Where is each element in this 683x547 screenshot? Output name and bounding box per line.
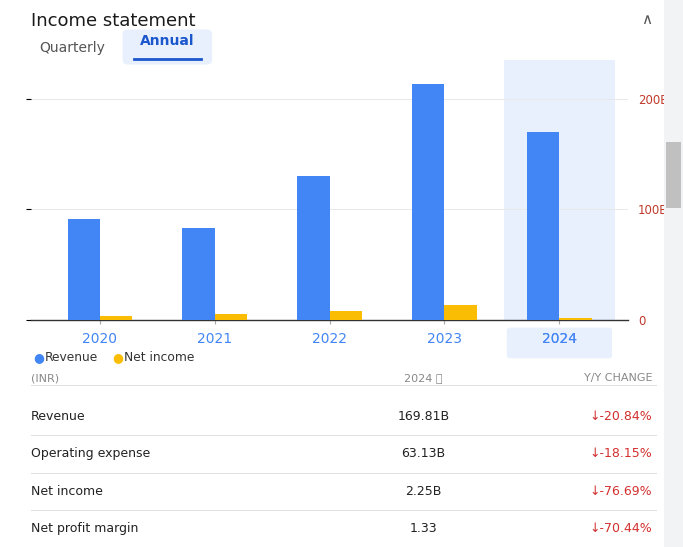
Text: ↓-76.69%: ↓-76.69% bbox=[589, 485, 652, 498]
Text: 1.33: 1.33 bbox=[410, 522, 437, 535]
Bar bbox=[214, 314, 247, 320]
Text: Revenue: Revenue bbox=[44, 351, 98, 364]
Text: 2023: 2023 bbox=[427, 332, 462, 346]
Text: Revenue: Revenue bbox=[31, 410, 85, 423]
Text: ↓-18.15%: ↓-18.15% bbox=[589, 447, 652, 461]
Bar bbox=[445, 305, 477, 320]
Text: 2024 ⓘ: 2024 ⓘ bbox=[404, 373, 443, 383]
Text: 2021: 2021 bbox=[197, 332, 232, 346]
Text: 169.81B: 169.81B bbox=[398, 410, 449, 423]
Text: Net profit margin: Net profit margin bbox=[31, 522, 138, 535]
Bar bbox=[413, 84, 445, 320]
Text: 2020: 2020 bbox=[82, 332, 117, 346]
Text: 2.25B: 2.25B bbox=[405, 485, 442, 498]
Text: Y/Y CHANGE: Y/Y CHANGE bbox=[584, 373, 652, 383]
Bar bbox=[559, 317, 591, 320]
Text: ●: ● bbox=[113, 351, 124, 364]
Text: 63.13B: 63.13B bbox=[402, 447, 445, 461]
Text: ↓-70.44%: ↓-70.44% bbox=[589, 522, 652, 535]
Bar bbox=[527, 132, 559, 320]
Bar bbox=[504, 60, 615, 320]
Text: Operating expense: Operating expense bbox=[31, 447, 150, 461]
Text: ∧: ∧ bbox=[641, 12, 652, 27]
Text: 2024: 2024 bbox=[542, 332, 577, 346]
Text: Annual: Annual bbox=[140, 34, 195, 48]
Text: ●: ● bbox=[33, 351, 44, 364]
Text: ↓-20.84%: ↓-20.84% bbox=[589, 410, 652, 423]
Bar bbox=[182, 228, 214, 320]
Bar bbox=[297, 176, 330, 320]
Bar bbox=[100, 316, 132, 320]
Bar bbox=[68, 219, 100, 320]
Text: 2022: 2022 bbox=[312, 332, 347, 346]
Text: (INR): (INR) bbox=[31, 373, 59, 383]
Bar bbox=[330, 311, 362, 320]
Text: 2024: 2024 bbox=[542, 332, 577, 346]
Text: Income statement: Income statement bbox=[31, 12, 195, 30]
Text: Net income: Net income bbox=[124, 351, 195, 364]
Text: Quarterly: Quarterly bbox=[39, 41, 104, 55]
Text: Net income: Net income bbox=[31, 485, 102, 498]
